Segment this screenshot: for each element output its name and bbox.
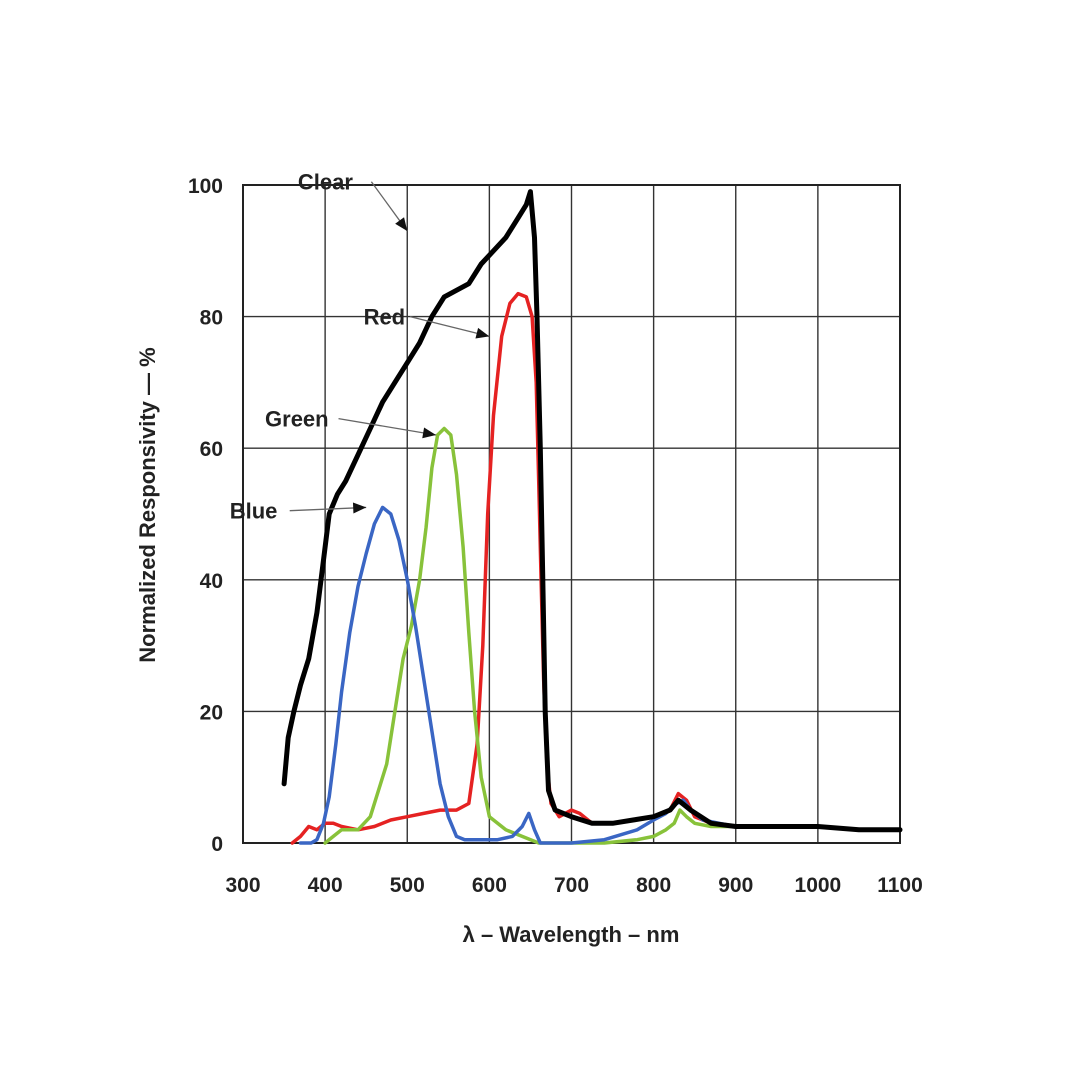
series-line-green	[323, 426, 902, 845]
y-tick-label: 100	[188, 175, 223, 198]
x-tick-label: 1000	[795, 874, 842, 897]
x-tick-label: 700	[554, 874, 589, 897]
callout-leader-red	[409, 315, 490, 337]
callout-arrowhead-clear	[395, 217, 408, 232]
x-tick-labels: 300 400 500 600 700 800 900 1000 1100	[225, 874, 922, 897]
series-line-red	[290, 291, 902, 845]
y-tick-label: 40	[200, 570, 223, 593]
callout-arrowhead-blue	[352, 502, 367, 514]
x-tick-label: 400	[308, 874, 343, 897]
y-axis-title: Normalized Responsivity — %	[135, 347, 160, 662]
callout-label-red: Red	[364, 305, 406, 330]
x-tick-label: 600	[472, 874, 507, 897]
callout-arrowhead-green	[422, 427, 436, 439]
x-axis-title: λ – Wavelength – nm	[463, 922, 680, 947]
series-line-clear	[281, 189, 903, 833]
y-tick-label: 80	[200, 307, 223, 330]
callout-label-clear: Clear	[298, 170, 353, 195]
series-callouts: Clear Red Green Blue	[230, 170, 490, 524]
x-tick-label: 300	[225, 874, 260, 897]
y-tick-label: 60	[200, 438, 223, 461]
y-tick-labels: 0 20 40 60 80 100	[188, 175, 223, 856]
series-lines	[281, 189, 903, 845]
x-tick-label: 900	[718, 874, 753, 897]
callout-label-green: Green	[265, 407, 329, 432]
callout-leader-green	[338, 417, 437, 436]
x-tick-label: 800	[636, 874, 671, 897]
x-tick-label: 500	[390, 874, 425, 897]
callout-label-blue: Blue	[230, 499, 278, 524]
x-tick-label: 1100	[877, 874, 923, 897]
y-tick-label: 0	[211, 833, 223, 856]
y-tick-label: 20	[200, 701, 223, 724]
callout-arrowhead-red	[475, 327, 490, 339]
